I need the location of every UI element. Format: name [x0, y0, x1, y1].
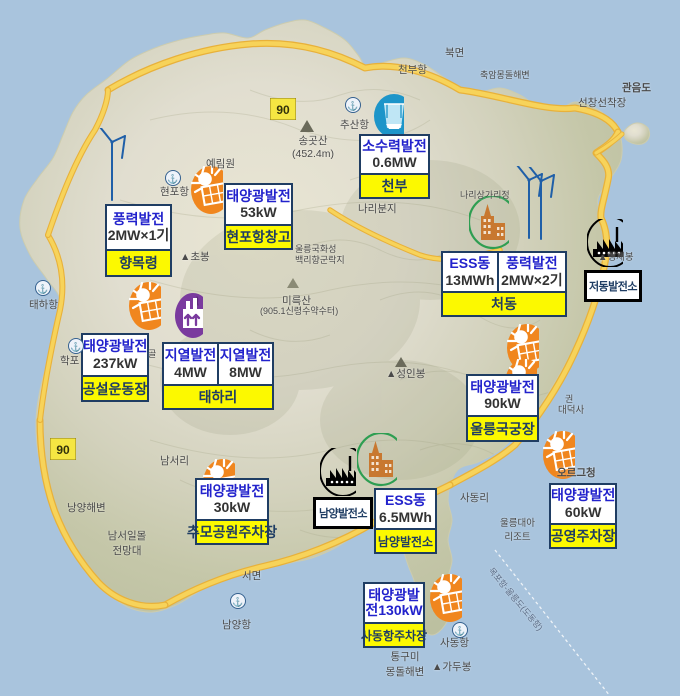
svg-text:⚓: ⚓ — [70, 341, 81, 352]
svg-text:⚓: ⚓ — [232, 596, 243, 607]
svg-text:90: 90 — [276, 103, 290, 117]
svg-text:⚓: ⚓ — [454, 625, 465, 636]
svg-text:⚓: ⚓ — [167, 173, 178, 184]
svg-text:⚓: ⚓ — [347, 100, 358, 111]
svg-text:⚓: ⚓ — [37, 283, 48, 294]
svg-text:90: 90 — [56, 443, 70, 457]
